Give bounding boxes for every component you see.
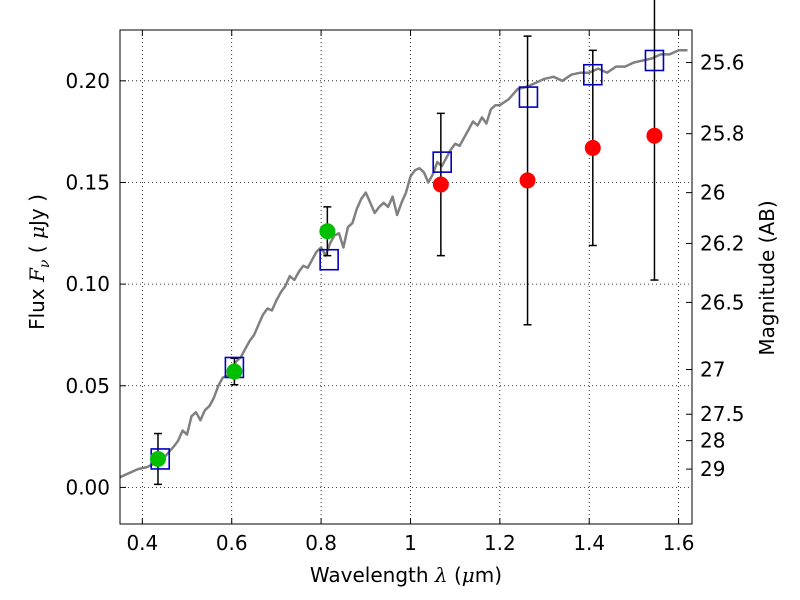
right-tick-label: 25.6 bbox=[700, 51, 745, 75]
x-tick-label: 0.8 bbox=[305, 531, 337, 555]
right-tick-label: 26 bbox=[700, 181, 725, 205]
right-tick-label: 28 bbox=[700, 429, 725, 453]
y-tick-label: 0.05 bbox=[65, 374, 110, 398]
observed-point bbox=[584, 139, 601, 156]
observed-point bbox=[432, 176, 449, 193]
right-tick-label: 26.5 bbox=[700, 290, 745, 314]
y-tick-label: 0.10 bbox=[65, 272, 110, 296]
ticks-layer: 0.4 0.6 0.8 1 1.2 1.4 1.6 0.00 0.05 0.10 0.15 0.20 2… bbox=[65, 30, 745, 555]
right-tick-label: 26.2 bbox=[700, 231, 745, 255]
series-layer bbox=[119, 49, 688, 479]
y-tick-label: 0.00 bbox=[65, 475, 110, 499]
model-photometry-box bbox=[644, 49, 665, 72]
right-tick-label: 27.5 bbox=[700, 402, 745, 426]
y-tick-label: 0.15 bbox=[65, 170, 110, 194]
observed-point bbox=[319, 223, 336, 240]
x-tick-label: 0.6 bbox=[216, 531, 248, 555]
y-tick-label: 0.20 bbox=[65, 69, 110, 93]
x-tick-label: 1 bbox=[404, 531, 417, 555]
model-photometry-box bbox=[518, 86, 539, 108]
x-tick-label: 0.4 bbox=[126, 531, 158, 555]
observed-point bbox=[646, 127, 663, 144]
grid bbox=[120, 30, 692, 524]
observed-point bbox=[226, 363, 243, 380]
observed-point bbox=[519, 172, 536, 189]
right-tick-label: 25.8 bbox=[700, 122, 745, 146]
x-axis-label: Wavelength λ (μm) bbox=[310, 563, 502, 587]
model-photometry-box bbox=[432, 151, 452, 173]
model-photometry-box bbox=[319, 248, 339, 271]
x-tick-label: 1.6 bbox=[663, 531, 695, 555]
model-spectrum-line bbox=[119, 49, 688, 479]
y-axis-label: Flux Fν ( μJy ) bbox=[25, 194, 53, 330]
right-axis-label: Magnitude (AB) bbox=[755, 200, 779, 355]
right-tick-label: 27 bbox=[700, 357, 725, 381]
model-photometry-box bbox=[582, 63, 603, 86]
observed-point bbox=[149, 450, 166, 467]
points-layer bbox=[149, 0, 665, 486]
x-tick-label: 1.4 bbox=[573, 531, 605, 555]
x-tick-label: 1.2 bbox=[484, 531, 516, 555]
plot-frame bbox=[119, 29, 693, 525]
right-tick-label: 29 bbox=[700, 457, 725, 481]
